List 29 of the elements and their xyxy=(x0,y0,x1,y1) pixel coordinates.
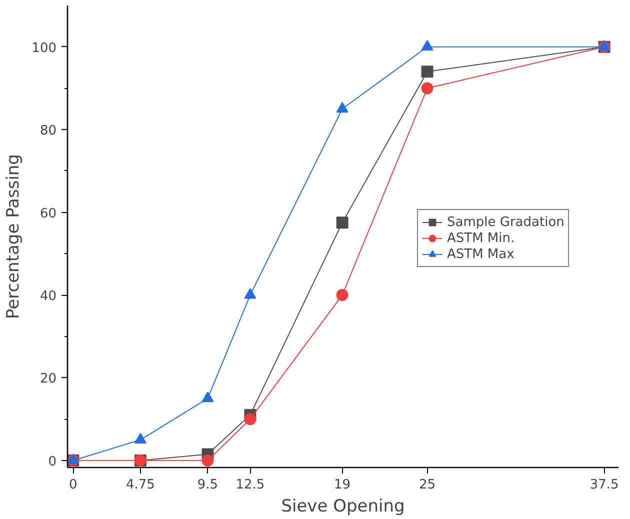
point xyxy=(336,102,348,113)
x-tick-label: 12.5 xyxy=(236,478,265,492)
legend-label: Sample Gradation xyxy=(447,214,564,230)
point xyxy=(336,216,348,229)
legend-label: ASTM Min. xyxy=(447,230,515,246)
x-tick-label: 9.5 xyxy=(197,478,218,492)
point xyxy=(202,392,214,402)
point xyxy=(244,413,256,426)
point xyxy=(421,82,434,94)
x-tick-label: 0 xyxy=(69,478,78,492)
point xyxy=(336,289,348,302)
y-tick-label: 40 xyxy=(40,289,57,304)
y-tick-label: 60 xyxy=(40,206,57,222)
y-tick-label: 0 xyxy=(48,454,57,470)
y-tick-label: 100 xyxy=(32,40,57,56)
x-tick-label: 37.5 xyxy=(590,478,619,492)
legend-label: ASTM Max xyxy=(447,246,514,262)
y-tick-label: 20 xyxy=(40,372,57,387)
y-axis-title: Percentage Passing xyxy=(4,154,24,319)
x-tick-label: 19 xyxy=(334,478,351,492)
x-axis-title: Sieve Opening xyxy=(281,496,405,516)
x-tick-label: 4.75 xyxy=(126,478,155,492)
point xyxy=(421,66,434,78)
x-tick-label: 25 xyxy=(419,478,436,492)
point xyxy=(244,288,256,299)
point xyxy=(134,432,146,444)
point xyxy=(421,40,434,51)
point xyxy=(202,454,214,466)
y-tick-label: 80 xyxy=(40,124,57,139)
